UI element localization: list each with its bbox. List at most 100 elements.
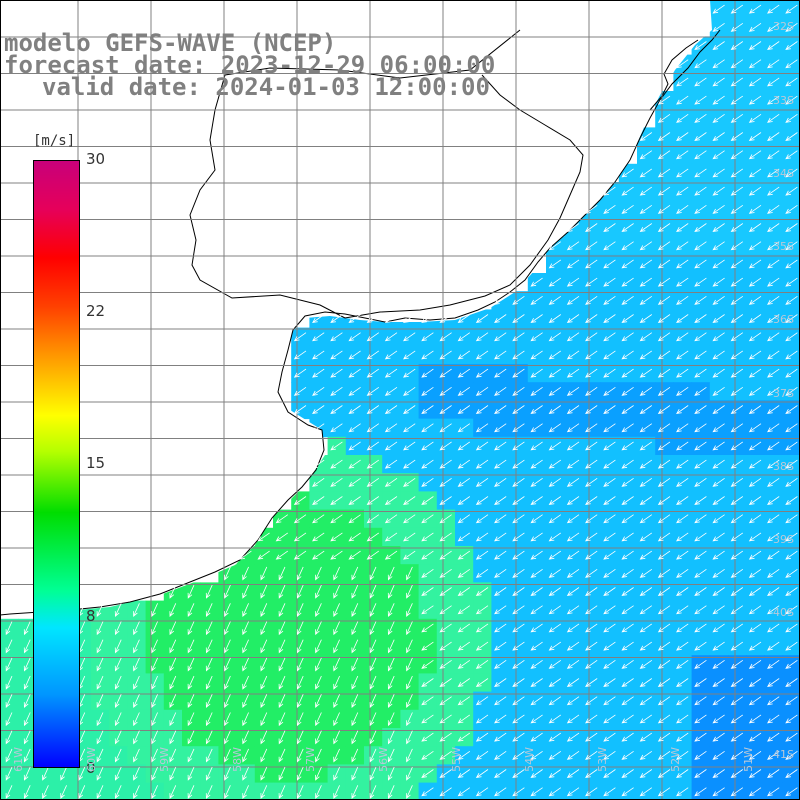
wind-vector-arrow bbox=[730, 696, 744, 706]
wind-vector-arrow bbox=[530, 696, 543, 706]
wind-vector-arrow bbox=[421, 732, 434, 742]
wind-vector-arrow bbox=[457, 732, 471, 742]
wind-vector-arrow bbox=[169, 785, 177, 799]
wind-vector-arrow bbox=[548, 787, 562, 797]
wind-vector-arrow bbox=[748, 204, 762, 214]
wind-vector-arrow bbox=[114, 639, 122, 654]
wind-vector-arrow bbox=[275, 514, 289, 524]
wind-vector-arrow bbox=[312, 514, 325, 524]
wind-vector-arrow bbox=[767, 732, 780, 742]
wind-vector-arrow bbox=[475, 678, 489, 688]
wind-vector-arrow bbox=[494, 750, 507, 760]
wind-vector-arrow bbox=[475, 787, 489, 797]
wind-vector-arrow bbox=[548, 623, 562, 633]
wind-vector-arrow bbox=[566, 623, 580, 633]
wind-vector-arrow bbox=[224, 603, 231, 617]
wind-vector-arrow bbox=[475, 732, 489, 742]
wind-vector-arrow bbox=[278, 766, 286, 781]
wind-vector-arrow bbox=[421, 532, 434, 542]
wind-vector-arrow bbox=[585, 459, 598, 469]
wind-vector-arrow bbox=[457, 587, 471, 597]
wind-vector-arrow bbox=[694, 95, 707, 105]
wind-vector-arrow bbox=[730, 477, 744, 487]
wind-vector-arrow bbox=[421, 332, 434, 342]
wind-vector-arrow bbox=[621, 750, 634, 760]
wind-vector-arrow bbox=[694, 459, 707, 469]
wind-vector-arrow bbox=[712, 150, 725, 160]
wind-vector-arrow bbox=[403, 368, 416, 378]
wind-vector-arrow bbox=[676, 787, 689, 797]
wind-vector-arrow bbox=[351, 785, 359, 799]
wind-vector-arrow bbox=[712, 514, 725, 524]
wind-vector-arrow bbox=[676, 368, 689, 378]
wind-vector-arrow bbox=[785, 714, 798, 724]
wind-vector-arrow bbox=[730, 441, 744, 451]
wind-vector-arrow bbox=[421, 386, 434, 396]
wind-vector-arrow bbox=[585, 350, 598, 360]
wind-vector-arrow bbox=[639, 423, 653, 433]
wind-vector-arrow bbox=[694, 623, 707, 633]
wind-vector-arrow bbox=[694, 113, 707, 123]
wind-vector-arrow bbox=[96, 675, 104, 690]
wind-vector-arrow bbox=[278, 730, 286, 745]
wind-vector-arrow bbox=[585, 295, 598, 305]
wind-vector-arrow bbox=[785, 95, 798, 105]
wind-vector-arrow bbox=[748, 259, 762, 269]
wind-vector-arrow bbox=[439, 496, 452, 506]
wind-vector-arrow bbox=[566, 223, 580, 233]
wind-vector-arrow bbox=[676, 441, 689, 451]
wind-vector-arrow bbox=[785, 641, 798, 651]
wind-vector-arrow bbox=[639, 568, 653, 578]
wind-vector-arrow bbox=[785, 587, 798, 597]
wind-vector-arrow bbox=[621, 550, 634, 560]
lon-label: 55W bbox=[450, 747, 463, 772]
wind-vector-arrow bbox=[748, 568, 762, 578]
wind-vector-arrow bbox=[384, 386, 398, 396]
wind-vector-arrow bbox=[767, 59, 780, 69]
wind-vector-arrow bbox=[494, 514, 507, 524]
wind-vector-arrow bbox=[187, 712, 195, 727]
wind-vector-arrow bbox=[621, 605, 634, 615]
wind-vector-arrow bbox=[330, 550, 343, 560]
wind-vector-arrow bbox=[621, 405, 634, 415]
wind-vector-arrow bbox=[621, 186, 634, 196]
wind-vector-arrow bbox=[187, 730, 195, 745]
wind-vector-arrow bbox=[5, 621, 13, 636]
wind-vector-arrow bbox=[785, 750, 798, 760]
wind-vector-arrow bbox=[730, 241, 744, 251]
wind-vector-arrow bbox=[603, 532, 616, 542]
wind-vector-arrow bbox=[475, 459, 489, 469]
wind-vector-arrow bbox=[421, 623, 434, 633]
wind-vector-arrow bbox=[767, 423, 780, 433]
wind-vector-arrow bbox=[785, 477, 798, 487]
wind-vector-arrow bbox=[748, 441, 762, 451]
wind-vector-arrow bbox=[694, 295, 707, 305]
wind-vector-arrow bbox=[639, 368, 653, 378]
wind-vector-arrow bbox=[548, 678, 562, 688]
wind-vector-arrow bbox=[369, 766, 377, 781]
wind-vector-arrow bbox=[639, 477, 653, 487]
wind-vector-arrow bbox=[224, 730, 231, 745]
wind-vector-arrow bbox=[566, 259, 580, 269]
wind-vector-arrow bbox=[439, 477, 452, 487]
wind-vector-arrow bbox=[315, 712, 322, 727]
wind-vector-arrow bbox=[457, 477, 471, 487]
wind-vector-arrow bbox=[676, 332, 689, 342]
wind-vector-arrow bbox=[767, 22, 780, 32]
wind-vector-arrow bbox=[5, 657, 13, 672]
wind-vector-arrow bbox=[657, 441, 671, 451]
wind-vector-arrow bbox=[78, 766, 86, 781]
wind-vector-arrow bbox=[548, 605, 562, 615]
wind-vector-arrow bbox=[457, 332, 471, 342]
wind-vector-arrow bbox=[351, 675, 359, 690]
wind-vector-arrow bbox=[369, 785, 377, 799]
wind-vector-arrow bbox=[603, 314, 616, 324]
wind-vector-arrow bbox=[585, 477, 598, 487]
wind-vector-arrow bbox=[312, 405, 325, 415]
wind-vector-arrow bbox=[657, 787, 671, 797]
wind-vector-arrow bbox=[494, 496, 507, 506]
wind-vector-arrow bbox=[187, 639, 195, 654]
wind-vector-arrow bbox=[406, 712, 413, 727]
wind-vector-arrow bbox=[512, 714, 525, 724]
wind-vector-arrow bbox=[278, 657, 286, 672]
